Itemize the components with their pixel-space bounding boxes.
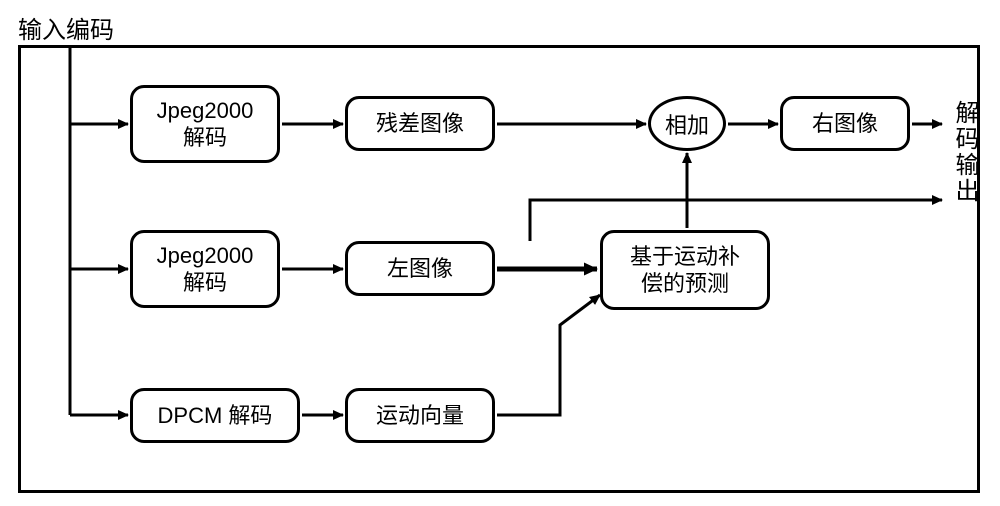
node-right-image-text: 右图像: [812, 110, 878, 138]
node-add: 相加: [648, 96, 726, 151]
node-jpeg-decode-1-text: Jpeg2000 解码: [157, 97, 254, 152]
node-dpcm-decode: DPCM 解码: [130, 388, 300, 443]
output-label: 解码输出: [947, 100, 982, 204]
node-jpeg-decode-2-text: Jpeg2000 解码: [157, 242, 254, 297]
node-jpeg-decode-2: Jpeg2000 解码: [130, 230, 280, 308]
node-residual-image-text: 残差图像: [376, 110, 464, 138]
node-mc-prediction: 基于运动补 偿的预测: [600, 230, 770, 310]
node-right-image: 右图像: [780, 96, 910, 151]
node-left-image: 左图像: [345, 241, 495, 296]
node-dpcm-decode-text: DPCM 解码: [158, 402, 273, 430]
node-motion-vector: 运动向量: [345, 388, 495, 443]
node-motion-vector-text: 运动向量: [376, 402, 464, 430]
node-residual-image: 残差图像: [345, 96, 495, 151]
diagram-canvas: 输入编码 解码输出 Jpeg2000 解码 残差图像 相加 右图像 Jpeg20…: [0, 0, 1000, 506]
input-label: 输入编码: [18, 10, 114, 45]
node-jpeg-decode-1: Jpeg2000 解码: [130, 85, 280, 163]
node-add-text: 相加: [665, 108, 709, 140]
node-left-image-text: 左图像: [387, 255, 453, 283]
node-mc-prediction-text: 基于运动补 偿的预测: [630, 243, 740, 298]
